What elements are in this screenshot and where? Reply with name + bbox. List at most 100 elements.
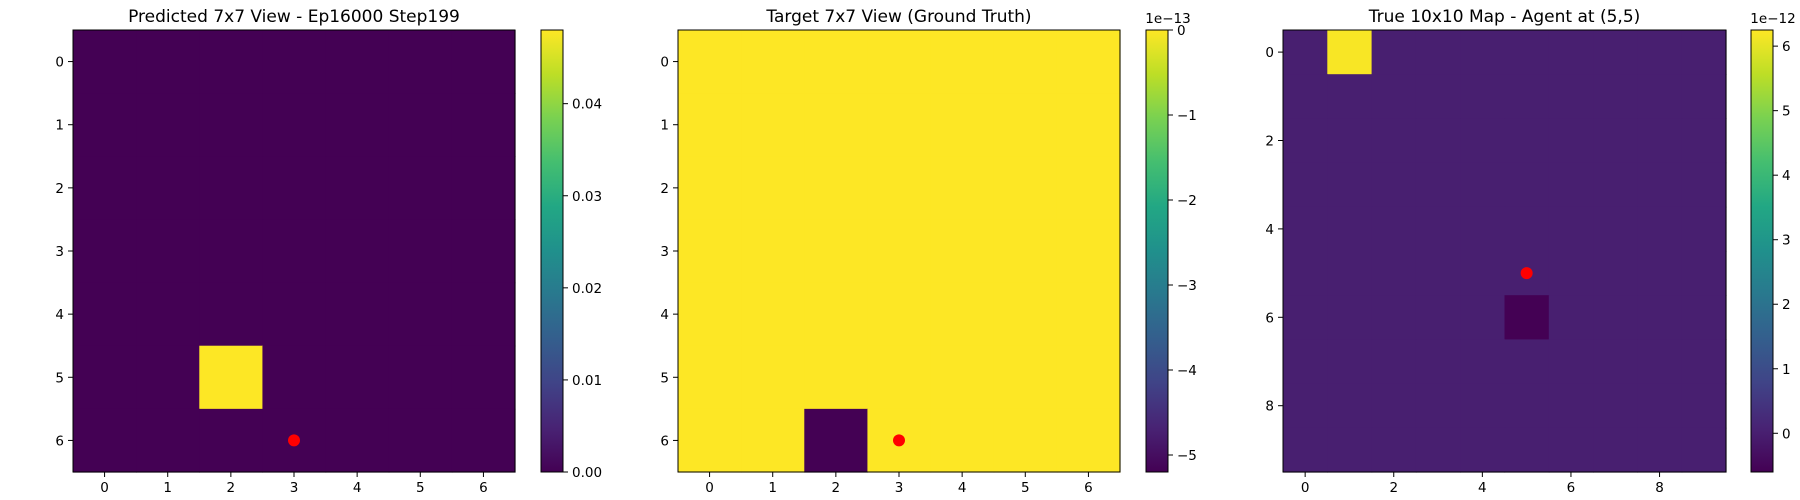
y-tick-label: 4	[55, 307, 64, 323]
chart-title: Predicted 7x7 View - Ep16000 Step199	[128, 7, 460, 27]
heatmap-cell	[451, 93, 516, 157]
heatmap-cell	[388, 345, 453, 410]
x-tick-label: 6	[479, 480, 488, 496]
heatmap-cell	[804, 282, 869, 347]
heatmap-cell	[451, 408, 516, 473]
x-tick-label: 3	[895, 480, 904, 496]
heatmap-cell	[1371, 383, 1417, 429]
agent-marker	[893, 434, 905, 447]
heatmap-cell	[1460, 427, 1506, 473]
heatmap-cell	[930, 282, 995, 347]
heatmap-cell	[199, 408, 264, 473]
heatmap-cell	[1637, 339, 1683, 385]
heatmap-cell	[199, 156, 264, 221]
heatmap-cell	[388, 219, 453, 284]
heatmap-cells	[678, 30, 1121, 473]
heatmap-cell	[678, 219, 742, 284]
heatmap-cell	[1371, 339, 1417, 385]
colorbar-tick-label: 6	[1782, 39, 1791, 55]
heatmap-cell	[1460, 30, 1506, 75]
heatmap-cell	[1056, 345, 1121, 410]
y-tick-label: 1	[660, 118, 669, 134]
heatmap-cell	[199, 282, 264, 347]
heatmap-cell	[451, 30, 516, 94]
colorbar	[540, 29, 564, 473]
x-tick-label: 3	[290, 480, 299, 496]
heatmap-cell	[1056, 282, 1121, 347]
heatmap-cell	[678, 345, 742, 410]
heatmap-cell	[1415, 162, 1461, 208]
heatmap-cell	[867, 219, 932, 284]
x-tick-label: 0	[1301, 480, 1310, 496]
colorbar-tick-label: −3	[1177, 278, 1197, 294]
heatmap-cell	[1283, 118, 1328, 164]
heatmap-cell	[1327, 295, 1373, 340]
heatmap-cell	[73, 219, 137, 284]
heatmap-cell	[1283, 383, 1328, 429]
heatmap-cell	[1460, 162, 1506, 208]
heatmap-cell	[1371, 295, 1417, 340]
chart-panel-2: Target 7x7 View (Ground Truth) 0 1 2 3 4 5 6 0 1 2…	[660, 7, 1197, 496]
colorbar-tick-label: −2	[1177, 193, 1197, 209]
heatmap-cell	[262, 282, 327, 347]
heatmap-cell	[1637, 118, 1683, 164]
colorbar-tick-label: 3	[1782, 233, 1791, 249]
heatmap-cell	[262, 345, 327, 410]
colorbar-tick-label: 0	[1177, 23, 1186, 39]
heatmap-cell	[451, 345, 516, 410]
heatmap-cell	[1283, 74, 1328, 119]
heatmap-cell	[1548, 30, 1594, 75]
heatmap-cell	[451, 156, 516, 221]
colorbar-tick-label: 0.00	[572, 465, 602, 481]
heatmap-cell	[867, 156, 932, 221]
agent-marker	[288, 434, 300, 447]
heatmap-cell	[1327, 118, 1373, 164]
heatmap-cell	[1415, 118, 1461, 164]
heatmap-cell	[1415, 383, 1461, 429]
heatmap-cell	[741, 30, 805, 94]
heatmap-cell	[1415, 295, 1461, 340]
heatmap-cell	[1637, 162, 1683, 208]
heatmap-cell	[1637, 30, 1683, 75]
y-tick-label: 8	[1265, 399, 1274, 415]
heatmap-cell	[1371, 162, 1417, 208]
heatmap-cell	[1371, 251, 1417, 296]
heatmap-cell	[1593, 251, 1638, 296]
heatmap-cell	[1460, 383, 1506, 429]
y-tick-label: 0	[55, 55, 64, 71]
heatmap-cell	[1504, 74, 1550, 119]
colorbar-tick-label: 1	[1782, 362, 1791, 378]
x-tick-label: 2	[1389, 480, 1398, 496]
heatmap-cell	[325, 219, 390, 284]
x-tick-label: 0	[705, 480, 714, 496]
heatmap-cell	[930, 408, 995, 473]
heatmap-cell	[1637, 295, 1683, 340]
heatmap-cell	[136, 93, 200, 157]
heatmap-cell	[1504, 162, 1550, 208]
heatmap-cell	[1415, 30, 1461, 75]
heatmap-cell	[804, 345, 869, 410]
y-tick-label: 6	[55, 433, 64, 449]
heatmap-cell	[1637, 383, 1683, 429]
heatmap-cell	[804, 30, 869, 94]
y-tick-label: 6	[660, 433, 669, 449]
colorbar-tick-label: 2	[1782, 297, 1791, 313]
heatmap-cell	[262, 156, 327, 221]
heatmap-cell	[1327, 206, 1373, 252]
heatmap-cell	[1548, 251, 1594, 296]
heatmap-cell	[804, 408, 869, 473]
heatmap-cell	[678, 282, 742, 347]
heatmap-cell	[678, 408, 742, 473]
heatmap-cell	[1593, 162, 1638, 208]
heatmap-cell	[1637, 206, 1683, 252]
heatmap-cell	[325, 93, 390, 157]
heatmap-cell	[741, 93, 805, 157]
heatmap-cell	[388, 408, 453, 473]
heatmap-cell	[1681, 206, 1727, 252]
heatmap-cells	[73, 30, 516, 473]
colorbar-tick-label: 0	[1782, 426, 1791, 442]
heatmap-cell	[262, 93, 327, 157]
heatmap-cell	[867, 93, 932, 157]
heatmap-cell	[1056, 219, 1121, 284]
y-tick-label: 4	[1265, 222, 1274, 238]
